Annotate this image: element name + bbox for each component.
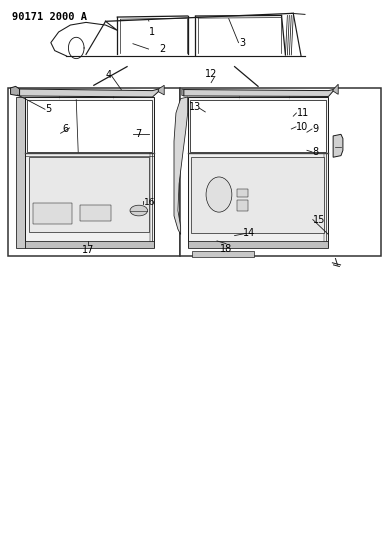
Text: 14: 14 [243, 229, 256, 238]
Ellipse shape [130, 205, 147, 216]
Bar [29, 157, 149, 232]
Circle shape [206, 177, 232, 212]
Bar [237, 200, 248, 211]
Bar [27, 100, 152, 152]
Bar [33, 203, 72, 224]
Bar [192, 251, 254, 257]
Text: 6: 6 [62, 124, 68, 134]
Polygon shape [158, 85, 164, 95]
Text: 17: 17 [82, 245, 94, 255]
Bar [16, 97, 25, 248]
Bar [80, 205, 111, 221]
Polygon shape [20, 89, 158, 97]
Text: 16: 16 [144, 198, 155, 207]
Text: 9: 9 [312, 124, 318, 134]
Text: 4: 4 [105, 70, 111, 79]
Text: 5: 5 [45, 104, 51, 114]
Polygon shape [11, 86, 20, 96]
Text: 8: 8 [312, 147, 318, 157]
Bar [180, 88, 381, 256]
Bar [190, 100, 326, 152]
Bar [188, 97, 328, 247]
Polygon shape [333, 84, 338, 94]
Polygon shape [184, 90, 333, 96]
Bar [25, 241, 154, 248]
Text: 15: 15 [313, 215, 325, 224]
Text: 11: 11 [297, 108, 309, 118]
Polygon shape [333, 134, 343, 157]
Bar [25, 97, 154, 247]
Text: 90171 2000 A: 90171 2000 A [12, 12, 87, 22]
Bar [8, 88, 180, 256]
Text: 13: 13 [188, 102, 201, 111]
Text: 3: 3 [239, 38, 246, 47]
Bar [237, 189, 248, 197]
Bar [188, 241, 328, 248]
Bar [191, 157, 324, 233]
Polygon shape [182, 89, 184, 96]
Text: 7: 7 [135, 130, 141, 139]
Text: 18: 18 [220, 244, 232, 254]
Text: 2: 2 [159, 44, 165, 54]
Text: 1: 1 [149, 20, 156, 37]
Text: 10: 10 [296, 122, 308, 132]
Text: 12: 12 [205, 69, 217, 78]
Polygon shape [174, 97, 188, 235]
